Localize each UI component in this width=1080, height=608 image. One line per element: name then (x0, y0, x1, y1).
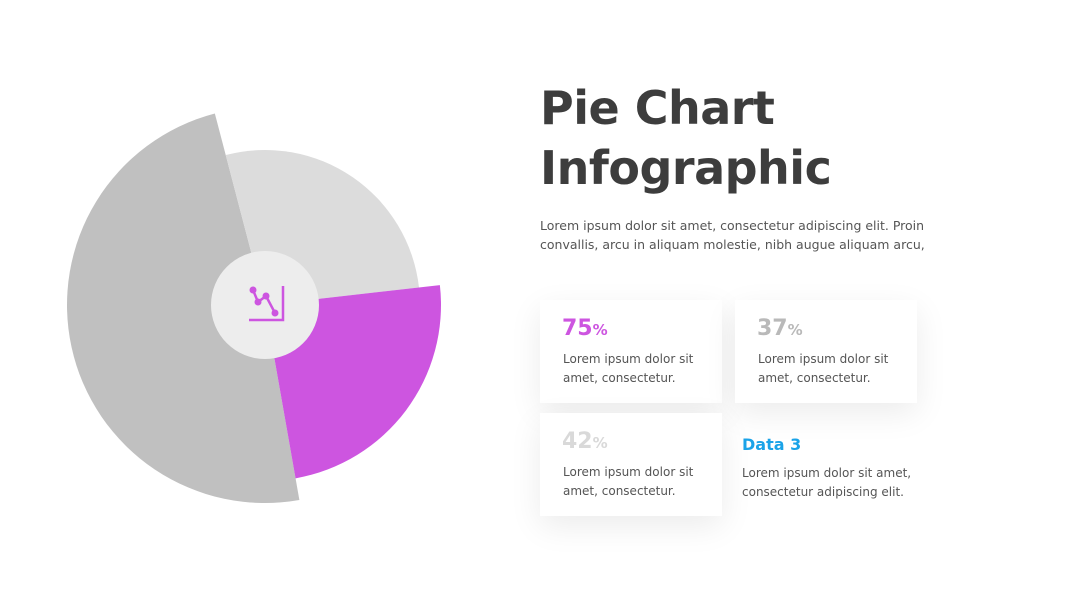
stat-number: 37% (757, 316, 803, 341)
stat-card: 37% Lorem ipsum dolor sit amet, consectet… (735, 300, 917, 403)
description: Lorem ipsum dolor sit amet, consectetur … (540, 218, 925, 252)
stat-unit: % (787, 321, 803, 339)
chart-icon (249, 286, 285, 322)
stat-unit: % (592, 434, 608, 452)
data3-text: Lorem ipsum dolor sit amet, consectetur … (742, 466, 912, 499)
pie-wedge (67, 113, 300, 504)
stat-card: 75% Lorem ipsum dolor sit amet, consectet… (540, 300, 722, 403)
stat-text: Lorem ipsum dolor sit amet, consectetur. (563, 352, 694, 385)
title: Pie Chart Infographic (540, 81, 832, 195)
stat-value: 75 (562, 316, 593, 341)
pie-chart (67, 113, 441, 504)
stat-value: 37 (757, 316, 788, 341)
stat-text: Lorem ipsum dolor sit amet, consectetur. (758, 352, 889, 385)
stat-number: 42% (562, 429, 608, 454)
data3-title: Data 3 (742, 435, 802, 454)
stat-value: 42 (562, 429, 593, 454)
center-circle (211, 251, 319, 359)
stat-number: 75% (562, 316, 608, 341)
stat-unit: % (592, 321, 608, 339)
stat-card: 42% Lorem ipsum dolor sit amet, consectet… (540, 413, 722, 516)
stat-text: Lorem ipsum dolor sit amet, consectetur. (563, 465, 694, 498)
